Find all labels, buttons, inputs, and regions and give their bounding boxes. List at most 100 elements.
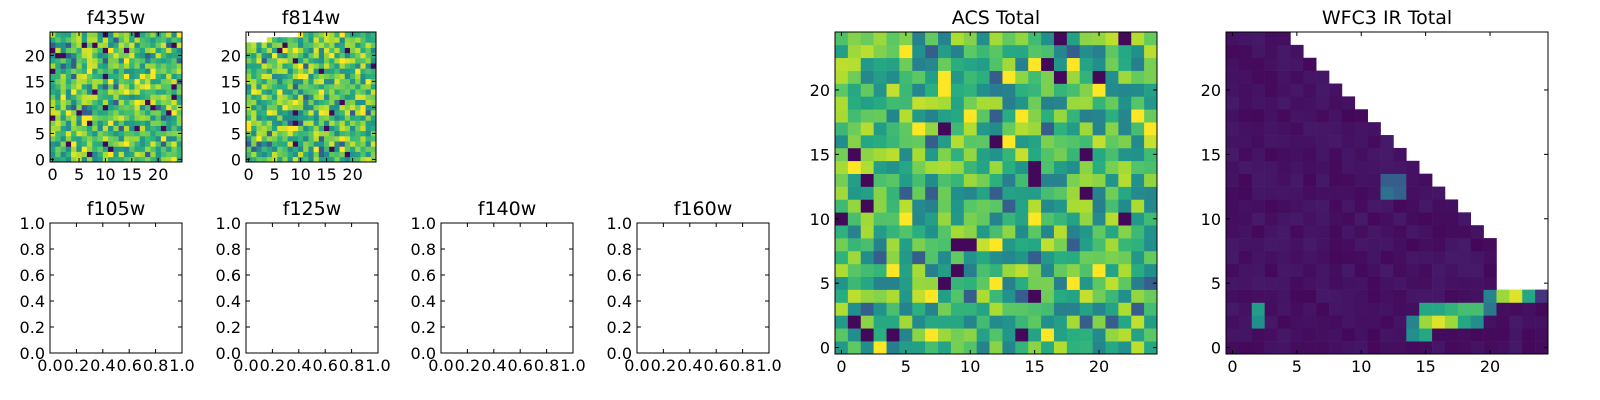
heatmap-cell — [166, 125, 172, 132]
heatmap-cell — [123, 68, 130, 74]
y-tick-label: 10 — [810, 210, 830, 229]
heatmap-cell — [65, 151, 72, 158]
heatmap-cell — [1079, 263, 1093, 278]
heatmap-cell — [1105, 70, 1119, 84]
heatmap-cell — [1380, 186, 1394, 200]
heatmap-cell — [1015, 186, 1029, 200]
heatmap-cell — [329, 110, 335, 116]
heatmap-cell — [155, 104, 162, 111]
heatmap-cell — [1015, 341, 1029, 355]
heatmap-cell — [1444, 238, 1459, 252]
y-tick-label: 0.8 — [607, 240, 632, 259]
heatmap-cell — [329, 115, 335, 121]
heatmap-cell — [1329, 225, 1343, 239]
heatmap-cell — [1419, 212, 1433, 226]
x-tick-label: 1.0 — [560, 356, 585, 375]
heatmap-cell — [145, 156, 151, 163]
heatmap-cell — [108, 130, 114, 137]
heatmap-cell — [256, 141, 262, 147]
heatmap-cell — [912, 186, 926, 200]
heatmap-cell — [86, 52, 93, 59]
heatmap-cell — [65, 115, 72, 121]
heatmap-cell — [81, 42, 88, 48]
heatmap-cell — [1002, 96, 1016, 110]
heatmap-cell — [60, 78, 67, 85]
heatmap-cell — [1393, 302, 1407, 316]
heatmap-cell — [1367, 302, 1381, 316]
y-tick-label: 0.0 — [216, 344, 241, 363]
y-tick-label: 0.6 — [607, 266, 632, 285]
x-tick-label: 0 — [244, 165, 254, 184]
heatmap-cell — [55, 32, 61, 38]
heatmap-cell — [261, 99, 268, 106]
x-tick-label: 10 — [960, 357, 980, 376]
heatmap-cell — [365, 151, 372, 158]
heatmap-cell — [899, 83, 913, 97]
heatmap-cell — [835, 122, 849, 136]
heatmap-cell — [86, 78, 93, 85]
heatmap-cell — [1290, 186, 1304, 200]
heatmap-cell — [134, 115, 141, 121]
heatmap-cell — [266, 141, 273, 147]
heatmap-cell — [1509, 289, 1523, 303]
heatmap-cell — [938, 109, 952, 123]
heatmap-cell — [1066, 186, 1081, 200]
y-tick-label: 10 — [221, 98, 241, 117]
heatmap-cell — [1028, 96, 1042, 110]
heatmap-cell — [134, 136, 141, 142]
heatmap-cell — [1041, 289, 1055, 303]
heatmap-cell — [1144, 32, 1158, 46]
heatmap-cell — [134, 125, 141, 132]
heatmap-cell — [298, 120, 304, 126]
heatmap-cell — [60, 110, 67, 116]
heatmap-cell — [950, 122, 965, 136]
heatmap-cell — [65, 130, 72, 137]
heatmap-cell — [329, 104, 335, 111]
heatmap-cell — [155, 78, 162, 85]
heatmap-cell — [97, 68, 104, 74]
heatmap-cell — [60, 63, 67, 69]
heatmap-cell — [150, 63, 156, 69]
heatmap-cell — [246, 73, 252, 80]
heatmap-cell — [139, 58, 146, 64]
heatmap-cell — [1131, 212, 1145, 226]
heatmap-cell — [360, 89, 366, 95]
heatmap-cell — [1002, 57, 1016, 71]
heatmap-cell — [1290, 147, 1304, 162]
heatmap-cell — [92, 52, 98, 59]
heatmap-cell — [97, 125, 104, 132]
heatmap-cell — [160, 37, 167, 43]
heatmap-cell — [1105, 289, 1119, 303]
heatmap-cell — [71, 68, 77, 74]
heatmap-cell — [318, 141, 325, 147]
heatmap-cell — [166, 141, 172, 147]
heatmap-cell — [847, 315, 862, 329]
heatmap-cell — [835, 32, 849, 46]
heatmap-cell — [1277, 109, 1291, 123]
heatmap-cell — [166, 99, 172, 106]
heatmap-cell — [324, 78, 330, 85]
heatmap-cell — [113, 99, 119, 106]
heatmap-cell — [912, 341, 926, 355]
heatmap-cell — [282, 115, 288, 121]
heatmap-cell — [1131, 225, 1145, 239]
heatmap-cell — [1144, 225, 1158, 239]
heatmap-cell — [171, 125, 178, 132]
heatmap-cell — [113, 58, 119, 64]
heatmap-cell — [251, 104, 257, 111]
heatmap-cell — [1535, 328, 1549, 342]
heatmap-cell — [292, 47, 299, 54]
heatmap-cell — [318, 68, 325, 74]
heatmap-cell — [1393, 147, 1407, 162]
heatmap-cell — [1316, 250, 1330, 265]
y-ticks: 0.00.20.40.60.81.0 — [216, 214, 378, 363]
heatmap-cell — [1264, 315, 1278, 329]
heatmap-cell — [339, 94, 346, 100]
heatmap-cell — [989, 109, 1003, 123]
heatmap-cell — [365, 63, 372, 69]
heatmap-cell — [261, 130, 268, 137]
heatmap-cell — [1226, 109, 1240, 123]
heatmap-cell — [355, 42, 361, 48]
heatmap-cell — [324, 47, 330, 54]
heatmap-cell — [139, 73, 146, 80]
